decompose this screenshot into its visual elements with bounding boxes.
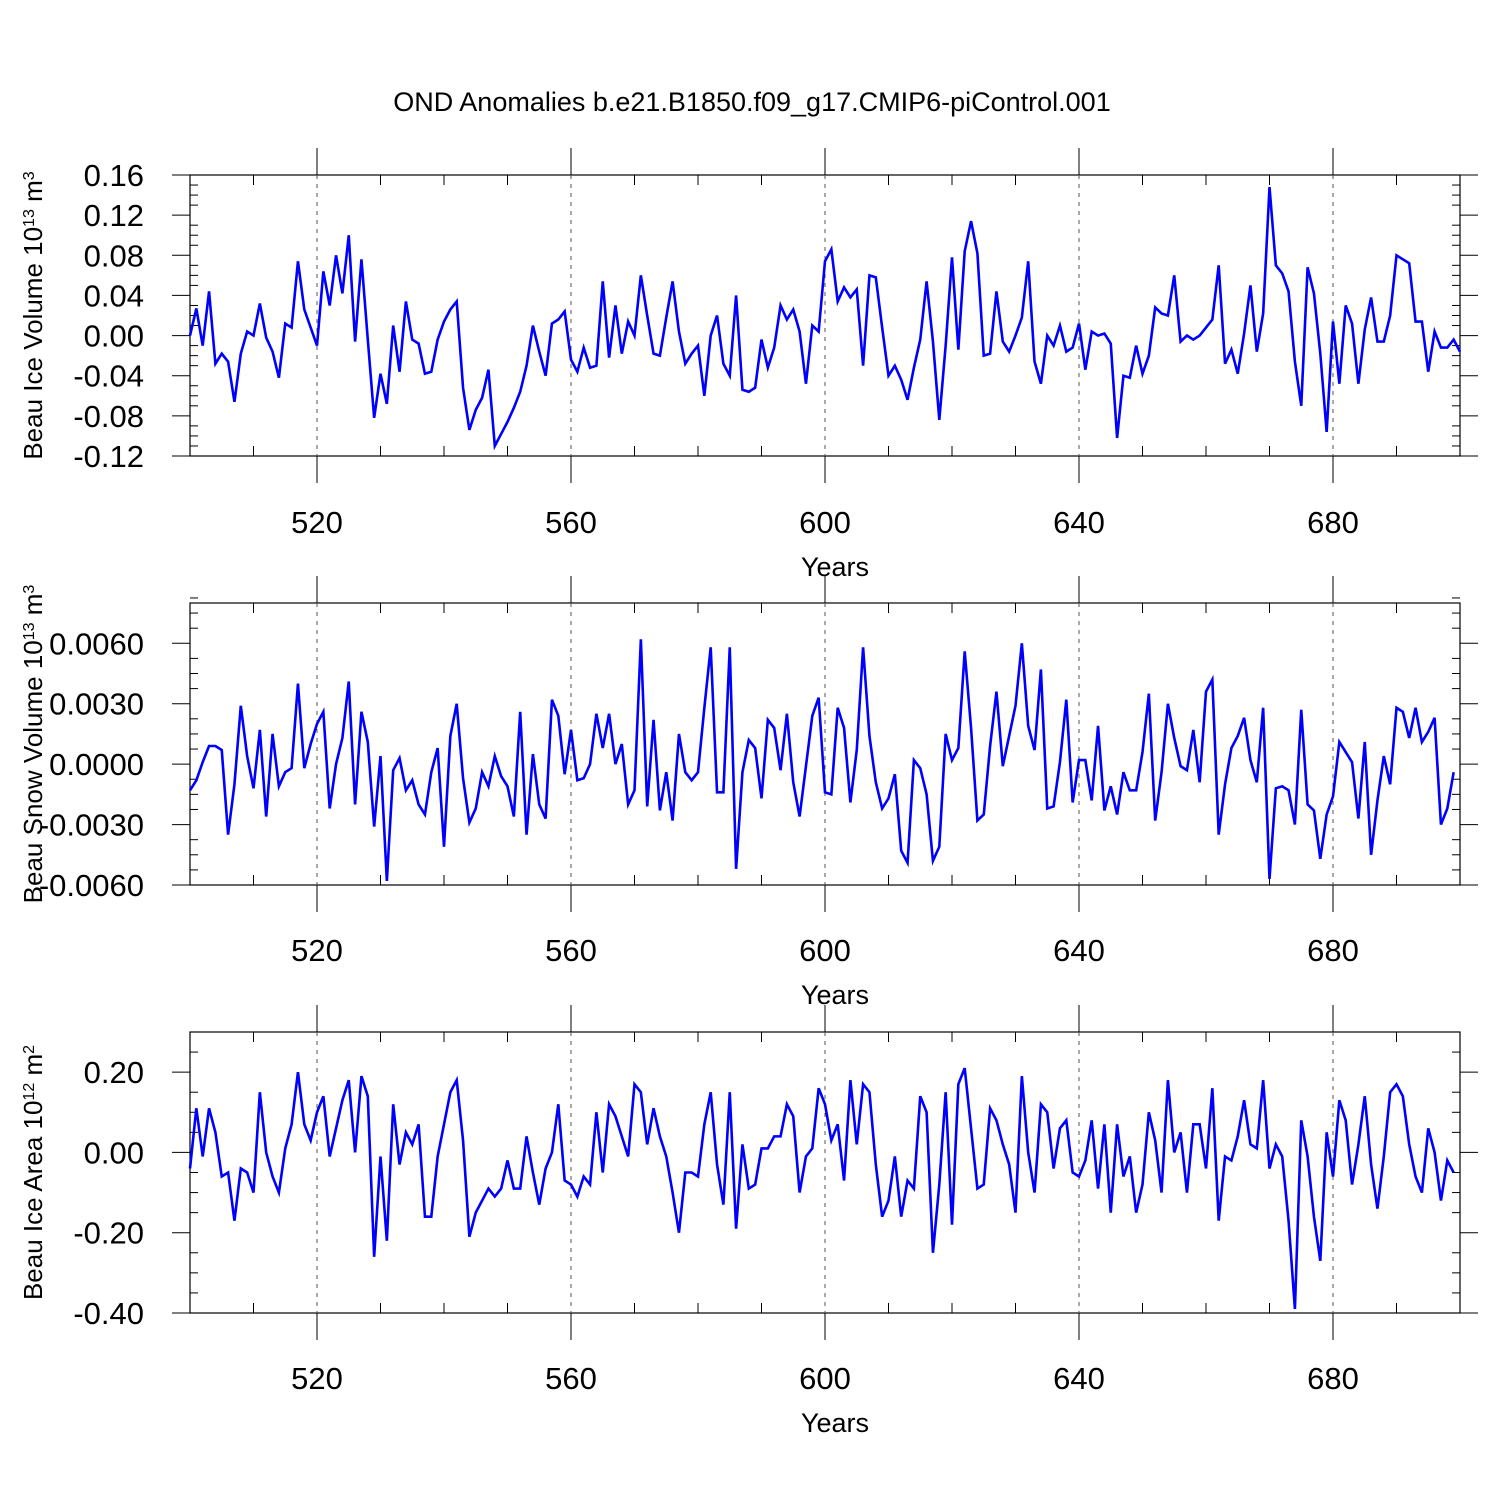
chart-panel-3: 520 560 600 640 680 -0.40 -0.20 0.00 0.20 Years Be…: [18, 1005, 1478, 1438]
x-tick-label: 520: [291, 933, 343, 968]
x-tick-label: 680: [1307, 1361, 1359, 1396]
y-tick-label: -0.08: [73, 399, 144, 434]
x-tick-label: 600: [799, 933, 851, 968]
y-axis-label-superscript: 13: [21, 622, 38, 640]
y-axis-label-part: Beau Ice Area 10: [18, 1101, 48, 1300]
y-axis-label-superscript: 2: [21, 1045, 38, 1054]
plot-frame: [189, 174, 1461, 457]
x-tick-label: 520: [291, 1361, 343, 1396]
x-axis-label: Years: [801, 980, 869, 1010]
y-axis-label-superscript: 3: [21, 585, 38, 594]
x-tick-label: 680: [1307, 933, 1359, 968]
x-tick-label: 520: [291, 505, 343, 540]
y-axis-label-superscript: 3: [21, 171, 38, 180]
chart-title: OND Anomalies b.e21.B1850.f09_g17.CMIP6-…: [393, 87, 1110, 117]
x-tick-label: 560: [545, 505, 597, 540]
x-tick-label: 640: [1053, 1361, 1105, 1396]
x-tick-label: 600: [799, 505, 851, 540]
y-axis-label-superscript: 13: [21, 209, 38, 227]
y-tick-label: 0.0060: [49, 626, 144, 661]
series-line: [188, 1067, 1455, 1310]
y-tick-label: -0.40: [73, 1296, 144, 1331]
y-axis-label-part: m: [18, 594, 48, 623]
y-axis-label-part: m: [18, 180, 48, 209]
y-tick-label: -0.0060: [39, 868, 144, 903]
x-tick-label: 560: [545, 933, 597, 968]
x-tick-label: 560: [545, 1361, 597, 1396]
y-tick-label: 0.20: [84, 1055, 144, 1090]
y-tick-label: 0.0000: [49, 747, 144, 782]
y-tick-label: -0.12: [73, 439, 144, 474]
y-axis-label-part: Beau Ice Volume 10: [18, 227, 48, 460]
x-axis-label: Years: [801, 1408, 869, 1438]
y-tick-label: 0.0030: [49, 687, 144, 722]
y-tick-label: 0.04: [84, 278, 144, 313]
x-tick-label: 640: [1053, 933, 1105, 968]
y-axis-label: Beau Ice Area 1012 m2: [18, 1045, 48, 1300]
y-axis-label-superscript: 12: [21, 1083, 38, 1101]
plot-frame: [189, 602, 1461, 886]
x-tick-label: 680: [1307, 505, 1359, 540]
x-tick-label: 600: [799, 1361, 851, 1396]
y-tick-label: -0.04: [73, 359, 144, 394]
series-line: [188, 639, 1455, 882]
y-axis-label: Beau Snow Volume 1013 m3: [18, 585, 48, 904]
y-tick-label: -0.0030: [39, 808, 144, 843]
y-tick-label: -0.20: [73, 1216, 144, 1251]
y-tick-label: 0.16: [84, 158, 144, 193]
y-axis-label: Beau Ice Volume 1013 m3: [18, 171, 48, 459]
chart-panel-2: 520 560 600 640 680 -0.0060 -0.0030 0.0000 0.003…: [18, 576, 1478, 1010]
x-tick-label: 640: [1053, 505, 1105, 540]
series-line: [188, 186, 1462, 451]
y-axis-label-part: m: [18, 1054, 48, 1083]
y-tick-label: 0.00: [84, 1135, 144, 1170]
y-axis-label-part: Beau Snow Volume 10: [18, 640, 48, 903]
y-tick-label: 0.08: [84, 238, 144, 273]
y-tick-label: 0.00: [84, 319, 144, 354]
chart-panel-1: 520 560 600 640 680 -0.12 -0.08 -0.04 0.00 0.04 0.…: [18, 148, 1478, 582]
y-tick-label: 0.12: [84, 198, 144, 233]
x-axis-label: Years: [801, 552, 869, 582]
